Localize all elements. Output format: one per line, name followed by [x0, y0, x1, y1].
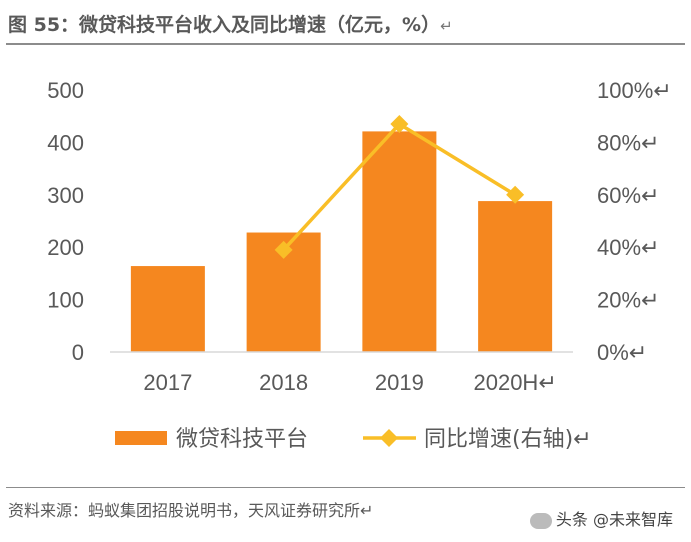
- left-tick-label: 500: [47, 78, 84, 103]
- growth-point: [274, 240, 293, 259]
- bar: [130, 266, 205, 352]
- title-return-mark: ↵: [440, 17, 453, 35]
- category-axis: 2017 2018 2019 2020H↵: [143, 370, 556, 395]
- watermark-text: 头条 @未来智库: [555, 510, 673, 529]
- left-tick-label: 100: [47, 288, 84, 313]
- left-axis: 0 100 200 300 400 500: [47, 78, 84, 365]
- right-tick-label: 60%↵: [597, 183, 659, 208]
- left-tick-label: 400: [47, 130, 84, 155]
- left-tick-label: 0: [72, 340, 84, 365]
- category-label: 2017: [143, 370, 192, 395]
- right-tick-label: 80%↵: [597, 130, 659, 155]
- legend-swatch-diamond: [380, 429, 398, 447]
- legend: 微贷科技平台 同比增速(右轴)↵: [115, 427, 592, 452]
- source-divider: [6, 487, 685, 488]
- right-tick-label: 0%↵: [597, 340, 647, 365]
- line-series: [274, 115, 525, 259]
- bar: [478, 201, 553, 352]
- right-tick-label: 100%↵: [597, 78, 672, 103]
- category-label: 2020H↵: [473, 370, 556, 395]
- right-tick-label: 40%↵: [597, 235, 659, 260]
- bar: [362, 131, 437, 352]
- left-tick-label: 200: [47, 235, 84, 260]
- title-divider: [6, 43, 685, 45]
- chart-svg: 0 100 200 300 400 500 0%↵ 20%↵ 40%↵ 60%↵ 80%↵ 100%…: [47, 78, 672, 452]
- watermark: 头条 @未来智库: [529, 506, 673, 530]
- bar-series: [130, 131, 553, 352]
- watermark-logo-icon: [529, 512, 552, 529]
- growth-point: [506, 185, 525, 204]
- chart-title-text: 图 55：微贷科技平台收入及同比增速（亿元，%）: [8, 14, 441, 36]
- growth-point: [390, 115, 409, 134]
- right-axis: 0%↵ 20%↵ 40%↵ 60%↵ 80%↵ 100%↵: [597, 78, 672, 365]
- legend-label-line: 同比增速(右轴)↵: [424, 427, 592, 452]
- right-tick-label: 20%↵: [597, 288, 659, 313]
- left-tick-label: 300: [47, 183, 84, 208]
- legend-label-bar: 微贷科技平台: [176, 427, 308, 452]
- source-note: 资料来源：蚂蚁集团招股说明书，天风证券研究所↵: [8, 501, 374, 520]
- chart-title: 图 55：微贷科技平台收入及同比增速（亿元，%）↵: [8, 10, 683, 40]
- legend-swatch-bar: [115, 431, 167, 445]
- category-label: 2019: [375, 370, 424, 395]
- category-label: 2018: [259, 370, 308, 395]
